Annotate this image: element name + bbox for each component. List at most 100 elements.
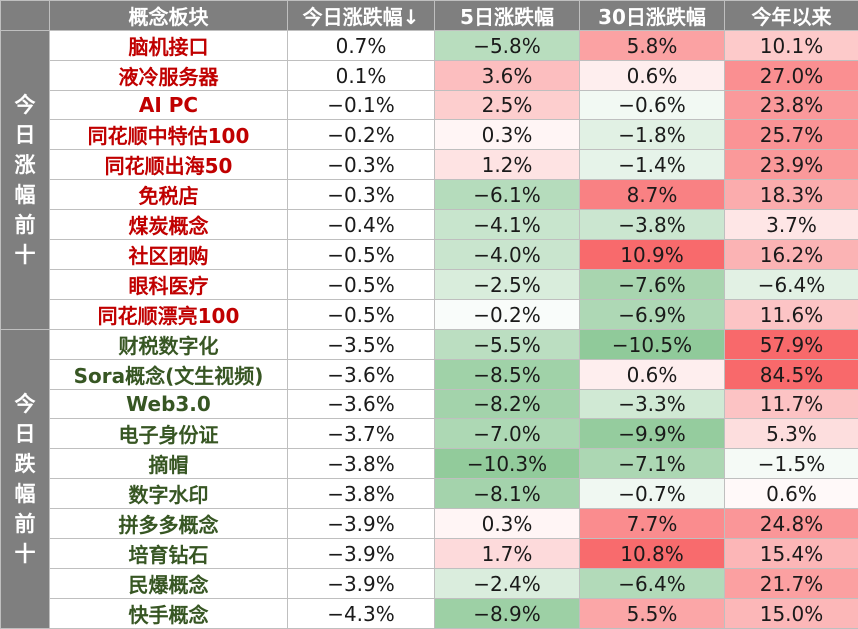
today-change-cell: −3.7% xyxy=(288,419,435,449)
concept-name-cell[interactable]: 快手概念 xyxy=(50,599,288,629)
concept-name-cell[interactable]: 液冷服务器 xyxy=(50,61,288,91)
concept-name-cell[interactable]: 电子身份证 xyxy=(50,419,288,449)
col-header-ytd-change[interactable]: 今年以来 xyxy=(725,1,858,31)
5d-change-cell: −4.0% xyxy=(435,240,580,270)
concept-name-cell[interactable]: Sora概念(文生视频) xyxy=(50,360,288,390)
table-row[interactable]: 眼科医疗−0.5%−2.5%−7.6%−6.4% xyxy=(1,270,858,300)
30d-change-cell: −0.7% xyxy=(580,479,725,509)
table-row[interactable]: 今日跌幅前十财税数字化−3.5%−5.5%−10.5%57.9% xyxy=(1,330,858,360)
today-change-cell: −0.1% xyxy=(288,91,435,120)
table-row[interactable]: 快手概念−4.3%−8.9%5.5%15.0% xyxy=(1,599,858,629)
today-change-cell: 0.7% xyxy=(288,31,435,61)
concept-name-cell[interactable]: Web3.0 xyxy=(50,390,288,419)
today-change-cell: −3.8% xyxy=(288,479,435,509)
5d-change-cell: −4.1% xyxy=(435,210,580,240)
col-header-concept[interactable]: 概念板块 xyxy=(50,1,288,31)
ytd-change-cell: 84.5% xyxy=(725,360,858,390)
corner-cell xyxy=(1,1,50,31)
col-header-today-change[interactable]: 今日涨跌幅↓ xyxy=(288,1,435,31)
group-label-text: 今日涨幅前十 xyxy=(13,90,37,270)
group-label-text: 今日跌幅前十 xyxy=(13,389,37,569)
30d-change-cell: −3.8% xyxy=(580,210,725,240)
ytd-change-cell: 27.0% xyxy=(725,61,858,91)
30d-change-cell: −1.4% xyxy=(580,150,725,180)
5d-change-cell: −2.4% xyxy=(435,569,580,599)
5d-change-cell: 1.2% xyxy=(435,150,580,180)
ytd-change-cell: 15.0% xyxy=(725,599,858,629)
concept-name-cell[interactable]: 民爆概念 xyxy=(50,569,288,599)
group-label-top-losers: 今日跌幅前十 xyxy=(1,330,50,629)
col-header-5d-change[interactable]: 5日涨跌幅 xyxy=(435,1,580,31)
today-change-cell: −3.6% xyxy=(288,390,435,419)
table-row[interactable]: 民爆概念−3.9%−2.4%−6.4%21.7% xyxy=(1,569,858,599)
ytd-change-cell: 25.7% xyxy=(725,120,858,150)
concept-name-cell[interactable]: 财税数字化 xyxy=(50,330,288,360)
today-change-cell: 0.1% xyxy=(288,61,435,91)
today-change-cell: −3.8% xyxy=(288,449,435,479)
table-row[interactable]: 煤炭概念−0.4%−4.1%−3.8%3.7% xyxy=(1,210,858,240)
table-row[interactable]: 社区团购−0.5%−4.0%10.9%16.2% xyxy=(1,240,858,270)
table-row[interactable]: AI PC−0.1%2.5%−0.6%23.8% xyxy=(1,91,858,120)
table-row[interactable]: 电子身份证−3.7%−7.0%−9.9%5.3% xyxy=(1,419,858,449)
today-change-cell: −0.5% xyxy=(288,240,435,270)
concept-name-cell[interactable]: 煤炭概念 xyxy=(50,210,288,240)
table-row[interactable]: 同花顺出海50−0.3%1.2%−1.4%23.9% xyxy=(1,150,858,180)
ytd-change-cell: 0.6% xyxy=(725,479,858,509)
5d-change-cell: −7.0% xyxy=(435,419,580,449)
concept-name-cell[interactable]: 社区团购 xyxy=(50,240,288,270)
table-row[interactable]: Sora概念(文生视频)−3.6%−8.5%0.6%84.5% xyxy=(1,360,858,390)
5d-change-cell: −6.1% xyxy=(435,180,580,210)
concept-name-cell[interactable]: 同花顺出海50 xyxy=(50,150,288,180)
today-change-cell: −3.5% xyxy=(288,330,435,360)
5d-change-cell: 2.5% xyxy=(435,91,580,120)
5d-change-cell: −0.2% xyxy=(435,300,580,330)
ytd-change-cell: 21.7% xyxy=(725,569,858,599)
col-header-30d-change[interactable]: 30日涨跌幅 xyxy=(580,1,725,31)
30d-change-cell: −7.6% xyxy=(580,270,725,300)
today-change-cell: −0.3% xyxy=(288,180,435,210)
ytd-change-cell: 3.7% xyxy=(725,210,858,240)
30d-change-cell: 5.8% xyxy=(580,31,725,61)
30d-change-cell: 8.7% xyxy=(580,180,725,210)
5d-change-cell: −8.9% xyxy=(435,599,580,629)
ytd-change-cell: 16.2% xyxy=(725,240,858,270)
concept-name-cell[interactable]: AI PC xyxy=(50,91,288,120)
table-row[interactable]: Web3.0−3.6%−8.2%−3.3%11.7% xyxy=(1,390,858,419)
concept-name-cell[interactable]: 同花顺漂亮100 xyxy=(50,300,288,330)
ytd-change-cell: 23.8% xyxy=(725,91,858,120)
5d-change-cell: 3.6% xyxy=(435,61,580,91)
concept-name-cell[interactable]: 数字水印 xyxy=(50,479,288,509)
table-row[interactable]: 免税店−0.3%−6.1%8.7%18.3% xyxy=(1,180,858,210)
ytd-change-cell: 23.9% xyxy=(725,150,858,180)
concept-name-cell[interactable]: 免税店 xyxy=(50,180,288,210)
5d-change-cell: −8.5% xyxy=(435,360,580,390)
30d-change-cell: 0.6% xyxy=(580,360,725,390)
ytd-change-cell: 15.4% xyxy=(725,539,858,569)
ytd-change-cell: 57.9% xyxy=(725,330,858,360)
concept-name-cell[interactable]: 培育钻石 xyxy=(50,539,288,569)
5d-change-cell: −5.8% xyxy=(435,31,580,61)
ytd-change-cell: 10.1% xyxy=(725,31,858,61)
table-row[interactable]: 拼多多概念−3.9%0.3%7.7%24.8% xyxy=(1,509,858,539)
concept-name-cell[interactable]: 眼科医疗 xyxy=(50,270,288,300)
5d-change-cell: 0.3% xyxy=(435,509,580,539)
today-change-cell: −3.9% xyxy=(288,569,435,599)
table-row[interactable]: 数字水印−3.8%−8.1%−0.7%0.6% xyxy=(1,479,858,509)
concept-name-cell[interactable]: 同花顺中特估100 xyxy=(50,120,288,150)
30d-change-cell: 10.8% xyxy=(580,539,725,569)
concept-name-cell[interactable]: 摘帽 xyxy=(50,449,288,479)
concept-name-cell[interactable]: 脑机接口 xyxy=(50,31,288,61)
5d-change-cell: −5.5% xyxy=(435,330,580,360)
table-row[interactable]: 同花顺中特估100−0.2%0.3%−1.8%25.7% xyxy=(1,120,858,150)
concept-name-cell[interactable]: 拼多多概念 xyxy=(50,509,288,539)
table-row[interactable]: 摘帽−3.8%−10.3%−7.1%−1.5% xyxy=(1,449,858,479)
today-change-cell: −4.3% xyxy=(288,599,435,629)
5d-change-cell: −10.3% xyxy=(435,449,580,479)
30d-change-cell: −6.4% xyxy=(580,569,725,599)
table-row[interactable]: 同花顺漂亮100−0.5%−0.2%−6.9%11.6% xyxy=(1,300,858,330)
table-row[interactable]: 培育钻石−3.9%1.7%10.8%15.4% xyxy=(1,539,858,569)
